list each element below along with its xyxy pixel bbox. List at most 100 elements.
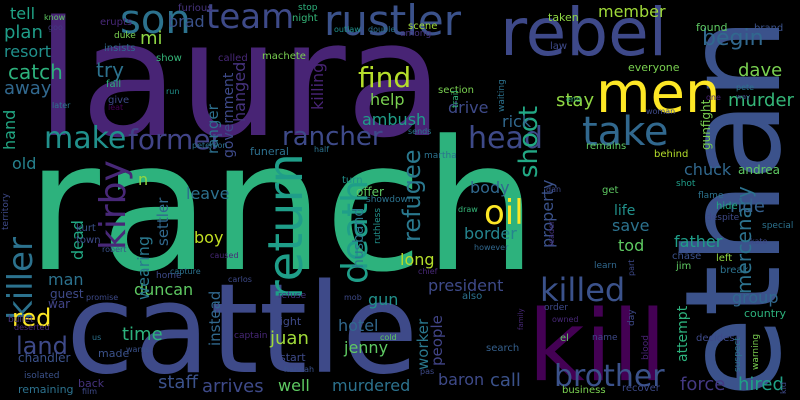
word-martha: martha <box>424 151 457 161</box>
word-caused: caused <box>210 251 239 260</box>
word-help: help <box>370 90 405 109</box>
word-husband: husband <box>351 207 367 268</box>
word-goo: goo <box>48 23 63 32</box>
word-staff: staff <box>158 372 198 393</box>
word-man: man <box>48 270 84 289</box>
word-know: know <box>44 13 66 22</box>
word-double: double <box>368 25 396 34</box>
word-way: way <box>736 93 751 101</box>
word-border: border <box>464 224 517 243</box>
word-suspect: suspect <box>733 337 743 372</box>
word-son: son <box>120 0 191 43</box>
word-cattle: cattle <box>66 258 419 400</box>
word-leave: leave <box>186 184 230 203</box>
word-later: later <box>52 101 71 110</box>
word-pete: pete <box>736 83 755 92</box>
word-country: country <box>744 307 787 320</box>
word-woman: woman <box>646 107 676 116</box>
word-life: life <box>614 203 636 219</box>
word-chandler: chandler <box>18 351 71 365</box>
word-hannah: hannah <box>284 365 315 374</box>
word-former: former <box>128 123 223 156</box>
word-despite: despite <box>706 213 740 223</box>
word-outlaw: outlaw <box>334 25 361 34</box>
word-fall: fall <box>106 79 122 90</box>
word-team: team <box>206 0 295 37</box>
word-part: part <box>627 259 636 276</box>
word-fight: fight <box>276 315 302 328</box>
word-captain: captain <box>234 331 268 341</box>
word-father: father <box>674 232 723 251</box>
word-dan: dan <box>546 185 562 194</box>
word-resort: resort <box>4 42 52 61</box>
word-show: show <box>156 53 182 64</box>
word-hide: hide <box>716 201 738 212</box>
word-call: call <box>490 370 521 391</box>
word-taken: taken <box>548 11 579 24</box>
word-carlos: carlos <box>228 275 252 284</box>
word-night: night <box>292 13 318 24</box>
word-also: also <box>462 291 483 302</box>
word-erupts: erupts <box>100 17 133 28</box>
word-business: business <box>562 385 606 396</box>
word-deserted: deserted <box>14 323 50 332</box>
word-kill: kill <box>528 290 667 400</box>
word-behind: behind <box>654 149 689 160</box>
word-kate: kate <box>750 237 768 246</box>
word-old: old <box>12 154 37 173</box>
word-dave: dave <box>738 60 783 81</box>
word-laura: laura <box>36 0 444 173</box>
word-showdown: showdown <box>366 195 414 205</box>
word-juan: juan <box>270 328 309 349</box>
word-leat: leat <box>108 103 124 112</box>
word-murder: murder <box>728 90 794 111</box>
word-learn: learn <box>594 261 617 271</box>
word-duke: duke <box>114 31 136 41</box>
word-time: time <box>122 324 163 345</box>
word-however: however <box>474 243 509 252</box>
word-kurt: kurt <box>76 223 96 234</box>
word-run: run <box>166 87 180 96</box>
word-instead: instead <box>206 290 224 346</box>
word-president: president <box>428 276 504 295</box>
word-promise: promise <box>86 293 119 302</box>
word-head: head <box>468 121 543 156</box>
word-andrea: andrea <box>738 163 780 177</box>
word-left: left <box>716 253 733 264</box>
word-tod: tod <box>618 236 645 255</box>
word-made: made <box>98 347 130 360</box>
word-break: break <box>720 265 749 276</box>
word-hired: hired <box>738 374 784 395</box>
word-half: half <box>314 145 330 154</box>
word-film: film <box>82 387 98 396</box>
word-decides: decides <box>696 333 735 344</box>
word-attempt: attempt <box>675 305 691 362</box>
word-take: take <box>582 109 669 155</box>
word-begin: begin <box>702 26 764 51</box>
word-rick: rick <box>502 112 532 131</box>
word-peterson: peterson <box>192 141 228 150</box>
word-well: well <box>278 376 310 395</box>
word-remaining: remaining <box>18 383 74 396</box>
word-n: n <box>138 170 149 189</box>
word-brad: brad <box>168 12 205 31</box>
word-order: order <box>544 303 568 313</box>
word-owned: owned <box>552 315 579 324</box>
word-name: name <box>592 333 618 343</box>
word-territory: territory <box>1 193 11 230</box>
word-special: special <box>762 221 794 231</box>
word-find: find <box>358 61 412 94</box>
word-boy: boy <box>194 228 224 247</box>
word-rebel: rebel <box>500 0 668 71</box>
word-blood: blood <box>641 335 651 360</box>
word-found: found <box>696 21 728 34</box>
word-body: body <box>470 178 510 197</box>
word-everyone: everyone <box>628 61 680 74</box>
word-ruthless: ruthless <box>373 207 383 244</box>
word-brother: brother <box>554 359 665 394</box>
word-stay: stay <box>556 90 595 111</box>
word-shot: shot <box>676 179 696 189</box>
word-warning: warning <box>751 333 761 370</box>
word-get: get <box>602 185 619 196</box>
word-hand: hand <box>0 109 19 150</box>
